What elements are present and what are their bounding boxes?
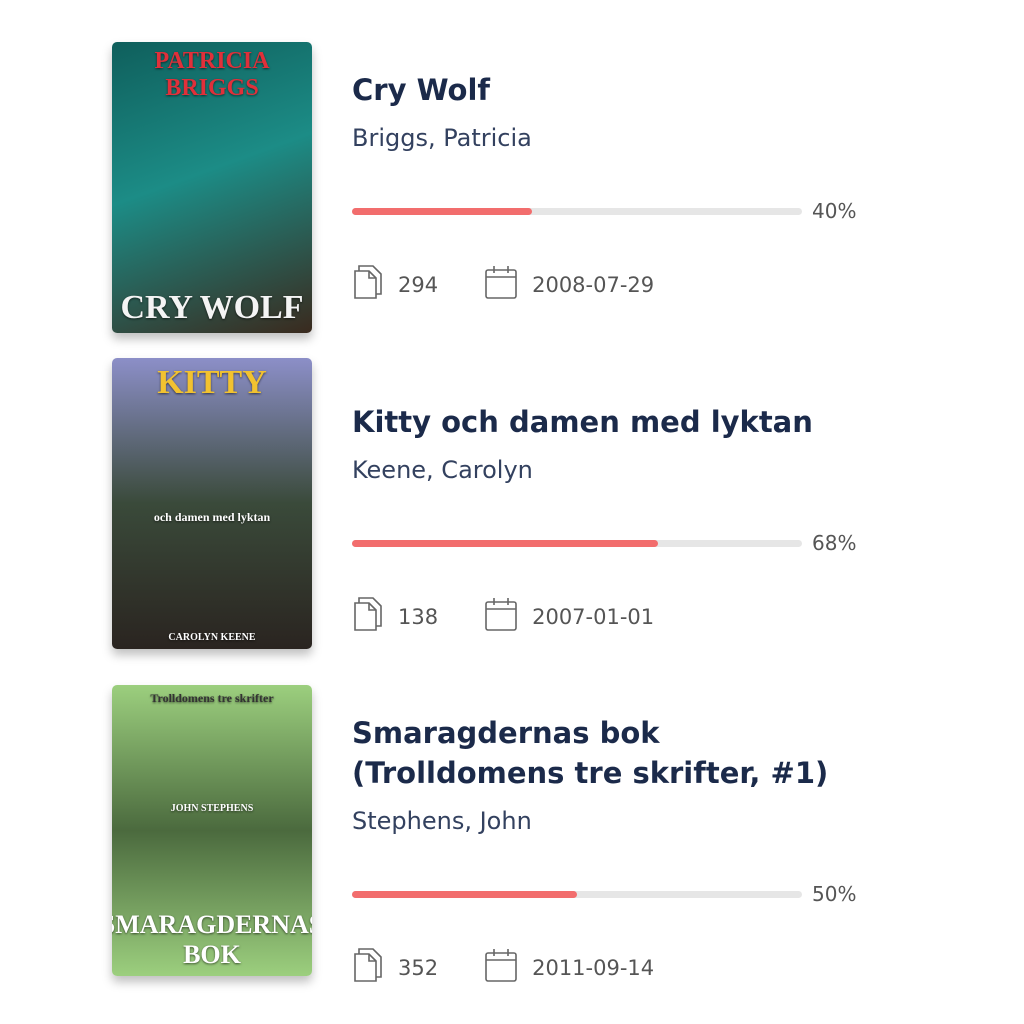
- book-info: Cry Wolf Briggs, Patricia 40% 294 2008-07-29: [352, 70, 872, 305]
- pages-icon: [352, 264, 398, 305]
- calendar-icon: [484, 264, 532, 305]
- book-author: Stephens, John: [352, 807, 532, 835]
- page-count: 138: [398, 604, 439, 629]
- book-cover[interactable]: KITTY och damen med lyktan CAROLYN KEENE: [112, 358, 312, 649]
- book-meta: 352 2011-09-14: [352, 947, 872, 988]
- book-info: Smaragdernas bok (Trolldomens tre skrift…: [352, 713, 872, 988]
- progress-label: 50%: [812, 882, 857, 906]
- calendar-icon: [484, 947, 532, 988]
- book-title[interactable]: Kitty och damen med lyktan: [352, 405, 813, 439]
- progress-bar: [352, 891, 577, 898]
- book-author: Briggs, Patricia: [352, 124, 532, 152]
- publish-date: 2008-07-29: [532, 272, 655, 297]
- pages-icon: [352, 596, 398, 637]
- book-info: Kitty och damen med lyktan Keene, Carolyn…: [352, 402, 872, 637]
- book-meta: 294 2008-07-29: [352, 264, 872, 305]
- progress: 50%: [352, 882, 872, 906]
- page-count: 294: [398, 272, 439, 297]
- book-cover[interactable]: PATRICIA BRIGGS CRY WOLF: [112, 42, 312, 333]
- page-count: 352: [398, 955, 439, 980]
- pages-icon: [352, 947, 398, 988]
- cover-text: JOHN STEPHENS: [170, 802, 254, 814]
- progress-track: [352, 208, 802, 215]
- cover-text: KITTY: [157, 364, 267, 401]
- cover-text: CAROLYN KEENE: [168, 632, 256, 643]
- progress-track: [352, 540, 802, 547]
- progress-track: [352, 891, 802, 898]
- book-title[interactable]: Smaragdernas bok (Trolldomens tre skrift…: [352, 716, 829, 790]
- progress-label: 40%: [812, 199, 857, 223]
- progress-label: 68%: [812, 531, 857, 555]
- cover-text: SMARAGDERNAS BOK: [112, 910, 312, 969]
- cover-text: CRY WOLF: [120, 289, 304, 326]
- calendar-icon: [484, 596, 532, 637]
- progress: 68%: [352, 531, 872, 555]
- cover-text: Trolldomens tre skrifter: [150, 691, 274, 705]
- book-meta: 138 2007-01-01: [352, 596, 872, 637]
- cover-text: och damen med lyktan: [153, 509, 271, 524]
- book-cover[interactable]: Trolldomens tre skrifter JOHN STEPHENS SMA…: [112, 685, 312, 976]
- publish-date: 2007-01-01: [532, 604, 655, 629]
- progress-bar: [352, 540, 658, 547]
- progress: 40%: [352, 199, 872, 223]
- publish-date: 2011-09-14: [532, 955, 655, 980]
- book-author: Keene, Carolyn: [352, 456, 533, 484]
- progress-bar: [352, 208, 532, 215]
- book-title[interactable]: Cry Wolf: [352, 73, 491, 107]
- cover-text: PATRICIA BRIGGS: [154, 48, 270, 101]
